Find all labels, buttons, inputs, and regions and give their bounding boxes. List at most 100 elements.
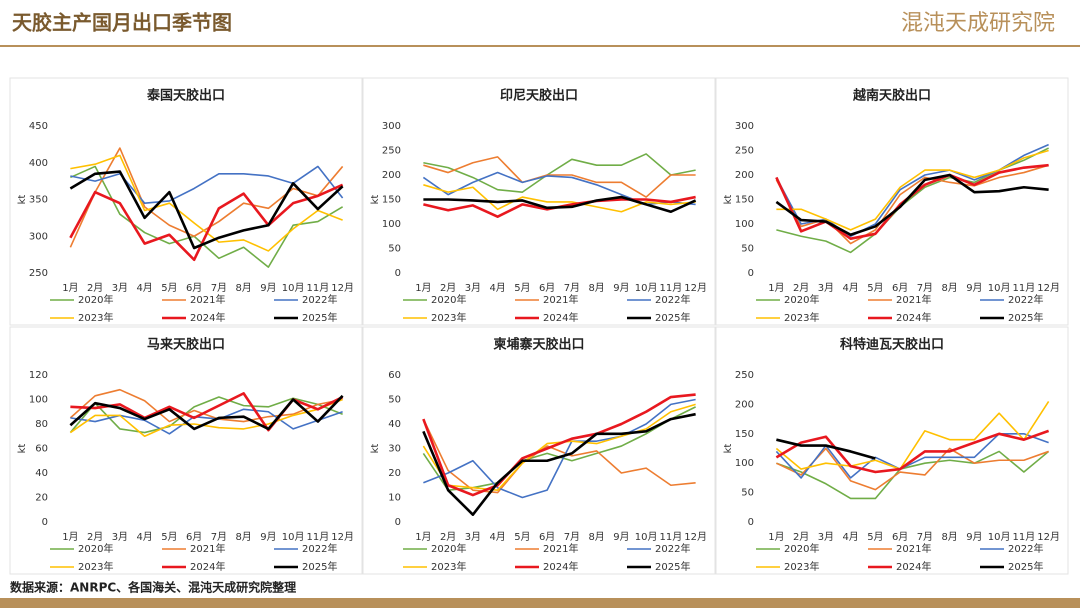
x-tick-label: 8月 [588, 531, 604, 543]
x-tick-label: 12月 [684, 531, 707, 543]
x-tick-label: 3月 [112, 282, 128, 294]
x-tick-label: 2月 [793, 282, 809, 294]
legend-label: 2024年 [543, 560, 578, 573]
x-tick-label: 5月 [161, 531, 177, 543]
series-line [69, 183, 344, 262]
x-tick-label: 11月 [660, 531, 683, 543]
y-tick-label: 20 [35, 493, 48, 504]
y-tick-label: 0 [395, 517, 401, 528]
legend-label: 2024年 [543, 311, 578, 324]
legend-label: 2024年 [896, 560, 931, 573]
legend-label: 2021年 [190, 293, 225, 306]
x-tick-label: 11月 [307, 531, 330, 543]
y-tick-label: 100 [735, 219, 754, 230]
x-tick-label: 1月 [62, 282, 78, 294]
x-tick-label: 4月 [842, 282, 858, 294]
x-tick-label: 1月 [415, 531, 431, 543]
x-tick-label: 1月 [62, 531, 78, 543]
x-tick-label: 6月 [186, 531, 202, 543]
legend-label: 2025年 [1008, 311, 1043, 324]
x-tick-label: 11月 [1013, 282, 1036, 294]
x-tick-label: 4月 [136, 531, 152, 543]
legend-label: 2021年 [543, 293, 578, 306]
x-tick-label: 7月 [917, 282, 933, 294]
series-line [776, 149, 1049, 231]
series-line [69, 388, 343, 423]
x-tick-label: 9月 [613, 282, 629, 294]
x-tick-label: 4月 [489, 531, 505, 543]
x-tick-label: 1月 [415, 282, 431, 294]
x-tick-label: 7月 [211, 282, 227, 294]
y-tick-label: 250 [735, 370, 754, 381]
x-tick-label: 12月 [684, 282, 707, 294]
y-tick-label: 300 [735, 121, 754, 132]
x-tick-label: 1月 [768, 282, 784, 294]
series-line [775, 429, 1050, 474]
chart-title: 科特迪瓦天胶出口 [840, 337, 944, 353]
x-tick-label: 9月 [260, 531, 276, 543]
x-tick-label: 5月 [867, 282, 883, 294]
chart-title: 越南天胶出口 [852, 88, 931, 104]
x-tick-label: 3月 [465, 282, 481, 294]
chart-panel [9, 326, 363, 575]
y-tick-label: 150 [735, 195, 754, 206]
x-tick-label: 1月 [768, 531, 784, 543]
series-line [69, 147, 344, 248]
x-tick-label: 2月 [87, 531, 103, 543]
y-tick-label: 20 [388, 468, 401, 479]
legend-label: 2024年 [190, 311, 225, 324]
y-tick-label: 300 [382, 121, 401, 132]
y-tick-label: 50 [388, 395, 401, 406]
y-tick-label: 250 [29, 268, 48, 279]
series-line [423, 184, 696, 213]
y-tick-label: 40 [35, 468, 48, 479]
x-tick-label: 6月 [539, 531, 555, 543]
source-note: 数据来源：ANRPC、各国海关、混沌天成研究院整理 [10, 580, 296, 595]
y-tick-label: 10 [388, 493, 401, 504]
chart-title: 印尼天胶出口 [500, 88, 578, 104]
y-axis-label: kt [370, 195, 381, 205]
x-tick-label: 4月 [136, 282, 152, 294]
series-line [69, 394, 344, 431]
series-line [423, 195, 697, 214]
series-line [422, 412, 696, 516]
y-tick-label: 250 [735, 146, 754, 157]
legend-label: 2021年 [543, 542, 578, 555]
x-tick-label: 7月 [564, 282, 580, 294]
y-tick-label: 50 [741, 488, 754, 499]
x-tick-label: 8月 [235, 282, 251, 294]
x-tick-label: 12月 [1037, 282, 1060, 294]
chart-title: 泰国天胶出口 [146, 88, 225, 104]
x-tick-label: 2月 [87, 282, 103, 294]
x-tick-label: 9月 [613, 531, 629, 543]
series-line [775, 401, 1050, 470]
y-tick-label: 150 [735, 429, 754, 440]
x-tick-label: 8月 [941, 531, 957, 543]
legend-label: 2023年 [784, 560, 819, 573]
series-line [70, 165, 344, 204]
legend-label: 2025年 [655, 311, 690, 324]
legend-label: 2022年 [302, 293, 337, 306]
legend-label: 2020年 [431, 293, 466, 306]
legend-label: 2022年 [1008, 293, 1043, 306]
y-tick-label: 60 [35, 444, 48, 455]
legend-label: 2020年 [431, 542, 466, 555]
x-tick-label: 7月 [211, 531, 227, 543]
x-tick-label: 5月 [867, 531, 883, 543]
series-line [776, 447, 1049, 491]
x-tick-label: 2月 [793, 531, 809, 543]
series-line [422, 171, 696, 206]
x-tick-label: 7月 [917, 531, 933, 543]
x-tick-label: 6月 [186, 282, 202, 294]
x-tick-label: 3月 [465, 531, 481, 543]
legend-label: 2022年 [302, 542, 337, 555]
x-tick-label: 3月 [818, 531, 834, 543]
series-line [70, 408, 343, 435]
series-line [422, 393, 696, 497]
series-line [69, 398, 343, 438]
legend-label: 2023年 [784, 311, 819, 324]
y-tick-label: 100 [735, 458, 754, 469]
y-tick-label: 120 [29, 370, 48, 381]
y-tick-label: 0 [748, 517, 754, 528]
y-tick-label: 350 [29, 195, 48, 206]
